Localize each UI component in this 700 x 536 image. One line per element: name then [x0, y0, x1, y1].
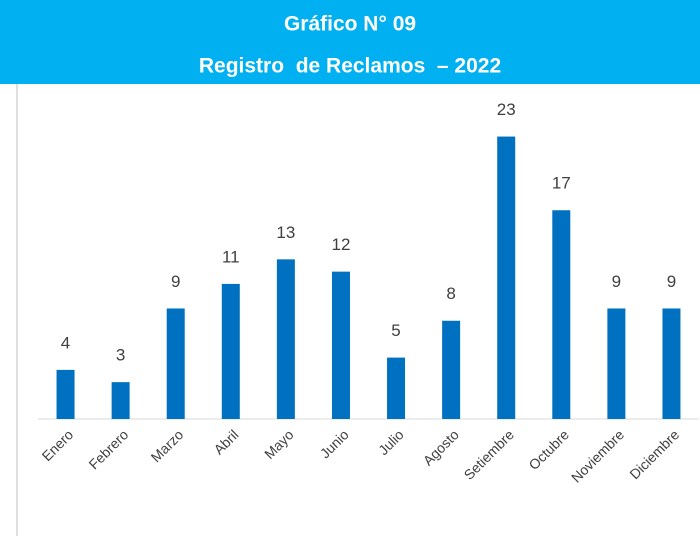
x-tick-label: Mayo: [261, 426, 297, 462]
data-label: 23: [497, 100, 516, 119]
data-label: 9: [612, 272, 621, 291]
x-tick-label: Enero: [39, 426, 77, 464]
x-tick-label: Abril: [210, 426, 241, 457]
x-tick-label: Febrero: [85, 426, 131, 472]
bar: [276, 259, 295, 419]
data-label: 4: [61, 333, 70, 352]
bar: [56, 369, 75, 419]
x-tick-label: Julio: [375, 426, 407, 458]
x-tick-label: Junio: [317, 426, 352, 461]
x-tick-label: Octubre: [525, 426, 572, 473]
bar: [166, 308, 185, 419]
data-label: 5: [391, 321, 400, 340]
data-label: 17: [552, 174, 571, 193]
data-label: 3: [116, 346, 125, 365]
x-tick-label: Diciembre: [626, 426, 682, 482]
data-label: 8: [446, 284, 455, 303]
bar: [111, 382, 130, 419]
chart-subtitle: Registro de Reclamos – 2022: [199, 55, 501, 78]
data-label: 11: [222, 247, 240, 266]
bar: [331, 271, 350, 419]
bar: [607, 308, 626, 419]
chart-title: Gráfico N° 09: [284, 13, 416, 36]
data-label: 12: [331, 235, 350, 254]
data-label: 9: [171, 272, 180, 291]
bar: [221, 283, 240, 419]
x-tick-label: Marzo: [148, 426, 187, 465]
bar: [387, 357, 406, 419]
x-tick-label: Agosto: [420, 426, 462, 468]
data-label: 9: [667, 272, 676, 291]
x-tick-label: Noviembre: [568, 426, 627, 485]
x-tick-label: Setiembre: [461, 426, 518, 483]
bar: [497, 136, 516, 419]
bar: [552, 210, 571, 419]
header-bar: [0, 0, 700, 84]
bar: [662, 308, 681, 419]
bar: [442, 320, 461, 419]
data-label: 13: [276, 223, 295, 242]
